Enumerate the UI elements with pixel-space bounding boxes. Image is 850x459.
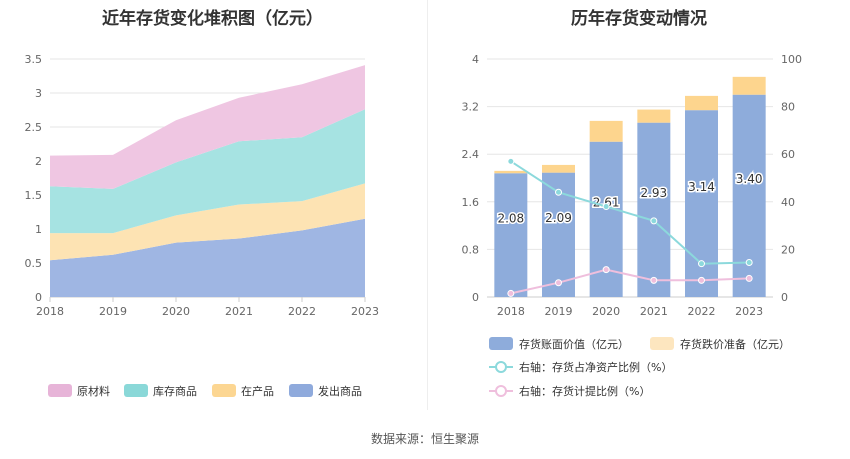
- y-right-tick-label: 60: [781, 148, 795, 161]
- line-inventory-to-net-assets: [510, 160, 750, 265]
- bar-impairment: [589, 120, 623, 142]
- legend-swatch: [650, 337, 674, 350]
- legend-swatch: [48, 384, 72, 397]
- y-tick-label: 2.5: [25, 121, 43, 134]
- legend-item: 存货跌价准备（亿元）: [650, 337, 790, 351]
- bar-impairment: [685, 95, 718, 111]
- y-tick-label: 3: [35, 87, 42, 100]
- x-tick-label: 2022: [688, 305, 716, 318]
- area-原材料: [50, 65, 365, 189]
- x-tick-label: 2023: [735, 305, 763, 318]
- bar-impairment: [494, 170, 528, 174]
- line-point: [507, 289, 515, 297]
- x-tick-label: 2021: [225, 305, 253, 318]
- bar-value-label: 3.14: [688, 180, 715, 194]
- bar-value-label: 2.93: [640, 186, 667, 200]
- legend-item: 发出商品: [289, 384, 362, 398]
- line-point: [555, 188, 562, 196]
- panel-divider: [427, 0, 428, 410]
- legend-label: 库存商品: [153, 384, 197, 398]
- bar-book-value: [637, 122, 671, 297]
- bar-book-value: [732, 94, 766, 297]
- legend-label: 右轴：存货计提比例（%）: [519, 384, 650, 398]
- bar-value-label: 2.61: [593, 196, 620, 210]
- bar-value-label: 2.09: [545, 211, 572, 225]
- x-tick-label: 2018: [497, 305, 525, 318]
- bar-value-label: 3.40: [736, 172, 763, 186]
- bar-impairment: [732, 76, 766, 95]
- legend-item: 存货账面价值（亿元）: [489, 337, 629, 351]
- bar-impairment: [637, 109, 671, 123]
- stacked-area-chart: 0 0.5 1 1.5 2 2.5 3 3.5 2018 2019 2020 2021 2022 2023…: [25, 53, 380, 398]
- legend-label: 存货跌价准备（亿元）: [680, 337, 790, 351]
- y-tick-label: 3.5: [25, 53, 43, 66]
- area-库存商品: [50, 109, 365, 234]
- legend-swatch: [489, 337, 513, 350]
- left-chart-title: 近年存货变化堆积图（亿元）: [102, 9, 323, 29]
- legend-label: 在产品: [241, 384, 274, 398]
- x-tick-label: 2020: [162, 305, 190, 318]
- line-point: [698, 260, 705, 268]
- legend-swatch: [212, 384, 236, 397]
- y-left-tick-label: 0: [472, 291, 479, 304]
- x-tick-label: 2023: [351, 305, 379, 318]
- y-tick-label: 2: [35, 155, 42, 168]
- line-point: [698, 276, 705, 284]
- line-provision-ratio: [510, 268, 750, 295]
- bar-value-label: 2.08: [497, 211, 524, 225]
- legend-swatch: [124, 384, 148, 397]
- legend-label: 原材料: [77, 384, 110, 398]
- legend-item: 右轴：存货占净资产比例（%）: [489, 360, 672, 374]
- y-right-tick-label: 20: [781, 243, 795, 256]
- x-tick-label: 2018: [36, 305, 64, 318]
- y-left-tick-label: 1.6: [462, 196, 480, 209]
- legend-item: 右轴：存货计提比例（%）: [489, 384, 650, 398]
- y-tick-label: 1: [35, 223, 42, 236]
- y-left-tick-label: 3.2: [462, 101, 480, 114]
- legend-item: 库存商品: [124, 384, 197, 398]
- x-tick-label: 2019: [545, 305, 573, 318]
- legend-item: 在产品: [212, 384, 274, 398]
- area-在产品: [50, 183, 365, 261]
- legend-label: 发出商品: [318, 384, 362, 398]
- y-right-tick-label: 0: [781, 291, 788, 304]
- y-right-tick-label: 40: [781, 196, 795, 209]
- x-tick-label: 2021: [640, 305, 668, 318]
- y-left-tick-label: 2.4: [462, 148, 480, 161]
- legend-label: 右轴：存货占净资产比例（%）: [519, 360, 672, 374]
- y-right-tick-label: 80: [781, 101, 795, 114]
- x-tick-label: 2022: [288, 305, 316, 318]
- bar-impairment: [542, 164, 575, 173]
- area-发出商品: [50, 218, 365, 297]
- legend-label: 存货账面价值（亿元）: [519, 337, 629, 351]
- x-tick-label: 2019: [99, 305, 127, 318]
- bar-book-value: [685, 110, 718, 297]
- y-tick-label: 1.5: [25, 189, 43, 202]
- legend-item: 原材料: [48, 384, 110, 398]
- line-point: [745, 274, 753, 282]
- bar-book-value: [494, 173, 528, 297]
- line-point: [507, 157, 515, 165]
- data-source: 数据来源：恒生聚源: [370, 432, 479, 446]
- legend-marker: [495, 385, 507, 397]
- line-point: [650, 217, 658, 225]
- legend-marker: [495, 361, 507, 373]
- y-left-tick-label: 4: [472, 53, 479, 66]
- line-point: [745, 258, 753, 266]
- y-left-tick-label: 0.8: [462, 243, 480, 256]
- line-point: [555, 279, 562, 287]
- line-point: [602, 266, 610, 274]
- y-tick-label: 0.5: [25, 257, 43, 270]
- line-point: [650, 276, 658, 284]
- line-point: [602, 203, 610, 211]
- x-tick-label: 2020: [592, 305, 620, 318]
- legend-swatch: [289, 384, 313, 397]
- y-right-tick-label: 100: [781, 53, 802, 66]
- y-tick-label: 0: [35, 291, 42, 304]
- right-chart-title: 历年存货变动情况: [571, 9, 707, 29]
